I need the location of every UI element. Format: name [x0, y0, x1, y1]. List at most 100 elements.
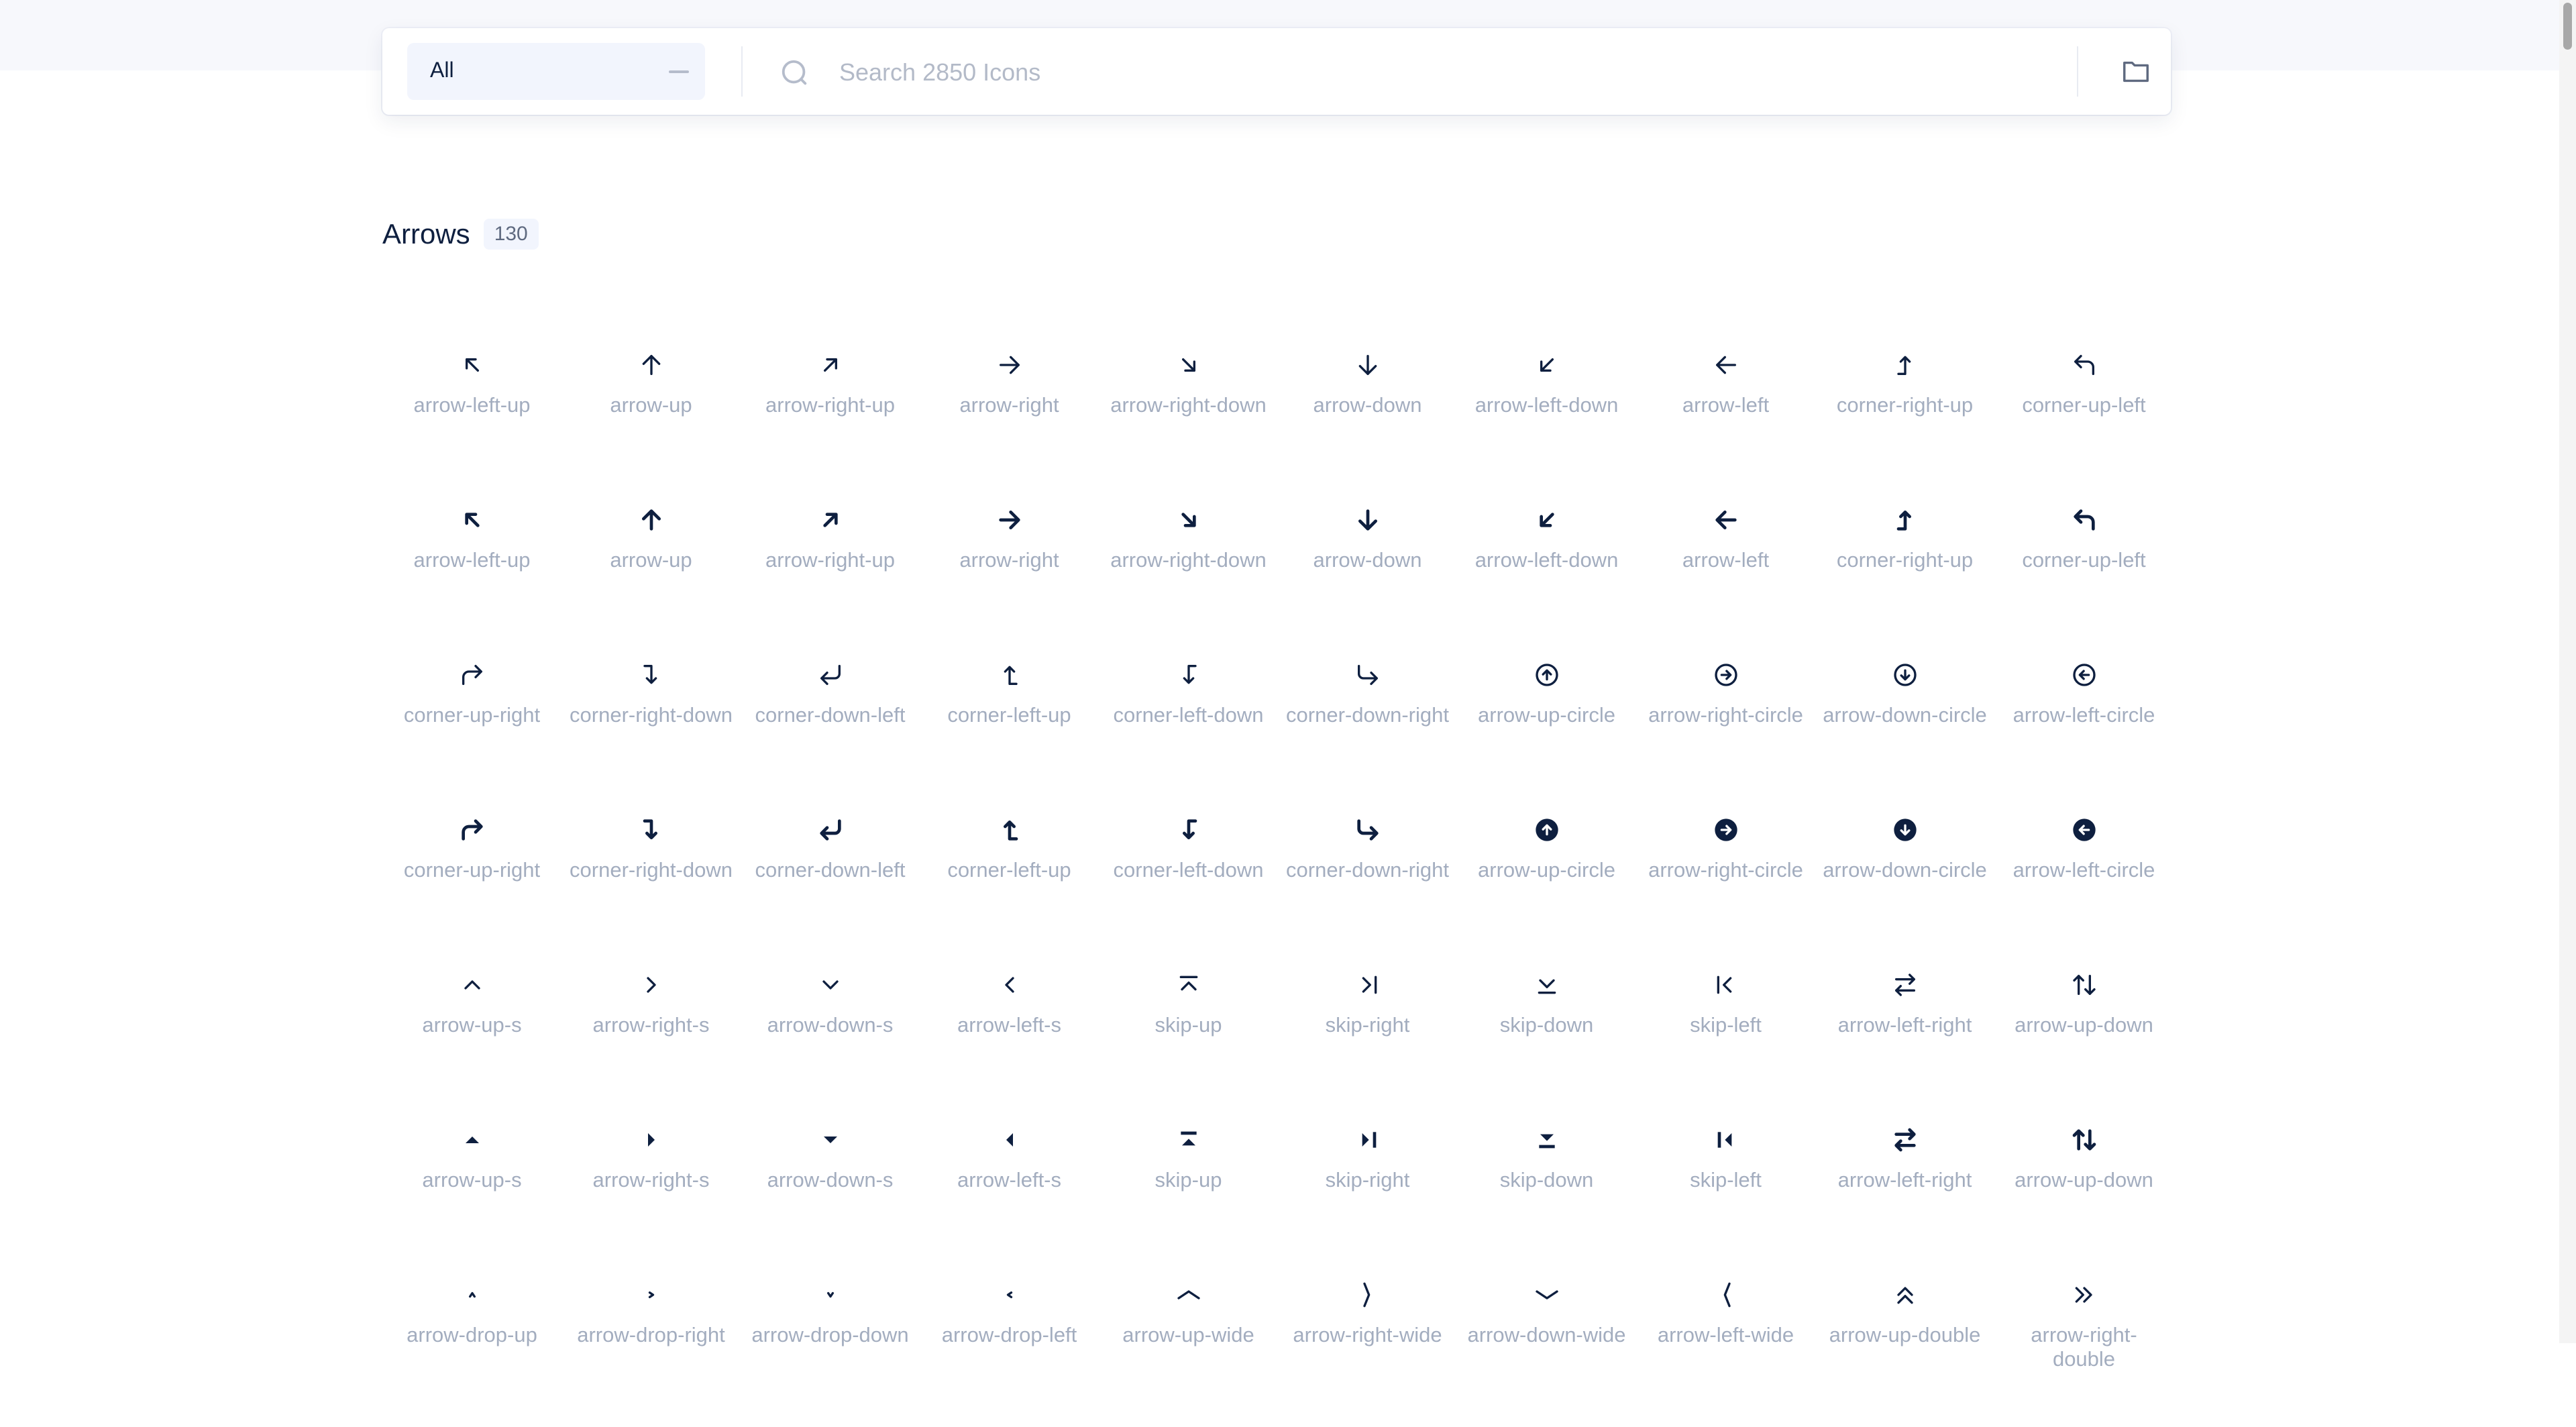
- icon-tile[interactable]: arrow-left-wide: [1636, 1272, 1815, 1427]
- icon-label: skip-down: [1499, 1168, 1594, 1192]
- icon-tile[interactable]: skip-up: [1099, 1117, 1278, 1272]
- icon-tile[interactable]: arrow-right-wide: [1278, 1272, 1457, 1427]
- icon-tile[interactable]: corner-down-left: [741, 807, 920, 962]
- icon-label: corner-right-down: [570, 858, 733, 882]
- icon-tile[interactable]: corner-up-left: [1994, 342, 2174, 497]
- icon-tile[interactable]: corner-down-right: [1278, 807, 1457, 962]
- icon-tile[interactable]: corner-right-up: [1815, 342, 1994, 497]
- icon-tile[interactable]: arrow-right-s: [561, 962, 741, 1117]
- icon-tile[interactable]: arrow-right: [920, 497, 1099, 652]
- icon-tile[interactable]: corner-down-right: [1278, 652, 1457, 807]
- icon-tile[interactable]: arrow-right-up: [741, 342, 920, 497]
- icon-tile[interactable]: arrow-up: [561, 342, 741, 497]
- icon-label: skip-right: [1325, 1013, 1410, 1037]
- icon-tile[interactable]: arrow-right-up: [741, 497, 920, 652]
- icon-tile[interactable]: arrow-left-up: [382, 342, 561, 497]
- icon-tile[interactable]: arrow-up: [561, 497, 741, 652]
- icon-label: corner-right-up: [1836, 548, 1974, 572]
- folder-icon[interactable]: [2120, 56, 2152, 87]
- icon-tile[interactable]: arrow-drop-right: [561, 1272, 741, 1427]
- icon-tile[interactable]: skip-right: [1278, 962, 1457, 1117]
- icon-tile[interactable]: arrow-right-circle: [1636, 652, 1815, 807]
- icon-tile[interactable]: arrow-left-down: [1457, 342, 1636, 497]
- divider: [741, 46, 743, 97]
- icon-tile[interactable]: arrow-up-down: [1994, 962, 2174, 1117]
- icon-tile[interactable]: arrow-right: [920, 342, 1099, 497]
- icon-tile[interactable]: arrow-down-circle: [1815, 652, 1994, 807]
- icon-tile[interactable]: arrow-up-circle: [1457, 807, 1636, 962]
- icon-tile[interactable]: corner-right-down: [561, 652, 741, 807]
- icon-tile[interactable]: arrow-left-circle: [1994, 807, 2174, 962]
- arrow-left-wide-icon: [1723, 1282, 1731, 1308]
- arrow-down-circle-icon: [1893, 664, 1917, 686]
- icon-tile[interactable]: arrow-left-down: [1457, 497, 1636, 652]
- icon-tile[interactable]: skip-right: [1278, 1117, 1457, 1272]
- icon-label: corner-down-right: [1286, 858, 1449, 882]
- icon-tile[interactable]: corner-down-left: [741, 652, 920, 807]
- icon-tile[interactable]: corner-up-left: [1994, 497, 2174, 652]
- arrow-right-double-icon: [2075, 1287, 2092, 1303]
- search-input[interactable]: [838, 48, 2048, 97]
- icon-tile[interactable]: corner-left-up: [920, 652, 1099, 807]
- icon-tile[interactable]: arrow-left: [1636, 497, 1815, 652]
- icon-tile[interactable]: arrow-drop-left: [920, 1272, 1099, 1427]
- icon-tile[interactable]: corner-up-right: [382, 807, 561, 962]
- icon-tile[interactable]: skip-down: [1457, 962, 1636, 1117]
- skip-down-fill-icon: [1538, 1134, 1555, 1149]
- category-select[interactable]: All: [407, 43, 705, 100]
- icon-tile[interactable]: corner-left-up: [920, 807, 1099, 962]
- icon-tile[interactable]: arrow-left-right: [1815, 1117, 1994, 1272]
- arrow-drop-down-icon: [826, 1291, 834, 1298]
- icon-label: arrow-left-up: [413, 393, 531, 417]
- icon-tile[interactable]: arrow-drop-down: [741, 1272, 920, 1427]
- icon-tile[interactable]: arrow-down-s: [741, 1117, 920, 1272]
- icon-tile[interactable]: arrow-left-right: [1815, 962, 1994, 1117]
- icon-tile[interactable]: corner-left-down: [1099, 652, 1278, 807]
- icon-tile[interactable]: arrow-left-s: [920, 1117, 1099, 1272]
- arrow-up-s-fill-icon: [465, 1137, 479, 1143]
- icon-label: arrow-drop-right: [577, 1323, 725, 1346]
- section-count-badge: 130: [483, 219, 539, 250]
- icon-tile[interactable]: arrow-left-s: [920, 962, 1099, 1117]
- icon-label: arrow-right-circle: [1648, 858, 1803, 882]
- icon-tile[interactable]: skip-left: [1636, 1117, 1815, 1272]
- icon-tile[interactable]: arrow-right-down: [1099, 342, 1278, 497]
- icon-tile[interactable]: arrow-left-circle: [1994, 652, 2174, 807]
- icon-label: skip-left: [1690, 1168, 1762, 1192]
- arrow-right-up-fill-icon: [822, 513, 838, 527]
- icon-tile[interactable]: corner-up-right: [382, 652, 561, 807]
- icon-tile[interactable]: skip-up: [1099, 962, 1278, 1117]
- icon-tile[interactable]: arrow-up-s: [382, 1117, 561, 1272]
- icon-tile[interactable]: arrow-up-double: [1815, 1272, 1994, 1427]
- icon-tile[interactable]: arrow-down-circle: [1815, 807, 1994, 962]
- icon-tile[interactable]: arrow-up-s: [382, 962, 561, 1117]
- icon-tile[interactable]: arrow-right-down: [1099, 497, 1278, 652]
- icon-tile[interactable]: arrow-right-double: [1994, 1272, 2174, 1427]
- icon-tile[interactable]: skip-down: [1457, 1117, 1636, 1272]
- arrow-right-down-icon: [1181, 358, 1195, 372]
- icon-label: arrow-right-up: [765, 548, 895, 572]
- icon-tile[interactable]: corner-left-down: [1099, 807, 1278, 962]
- scrollbar-thumb[interactable]: [2563, 3, 2572, 50]
- icon-tile[interactable]: arrow-up-circle: [1457, 652, 1636, 807]
- icon-tile[interactable]: arrow-up-down: [1994, 1117, 2174, 1272]
- arrow-left-right-fill-icon: [1894, 1128, 1916, 1152]
- icon-tile[interactable]: corner-right-up: [1815, 497, 1994, 652]
- scrollbar[interactable]: [2559, 0, 2576, 1343]
- icon-tile[interactable]: corner-right-down: [561, 807, 741, 962]
- arrow-drop-right-icon: [648, 1291, 654, 1298]
- icon-tile[interactable]: arrow-left: [1636, 342, 1815, 497]
- corner-up-right-icon: [462, 665, 482, 685]
- icon-tile[interactable]: arrow-down: [1278, 497, 1457, 652]
- icon-tile[interactable]: arrow-left-up: [382, 497, 561, 652]
- icon-tile[interactable]: arrow-down-s: [741, 962, 920, 1117]
- icon-tile[interactable]: arrow-down-wide: [1457, 1272, 1636, 1427]
- icon-tile[interactable]: arrow-right-circle: [1636, 807, 1815, 962]
- icon-tile[interactable]: skip-left: [1636, 962, 1815, 1117]
- icon-label: arrow-up-down: [2015, 1168, 2153, 1192]
- icon-tile[interactable]: arrow-up-wide: [1099, 1272, 1278, 1427]
- icon-tile[interactable]: arrow-drop-up: [382, 1272, 561, 1427]
- icon-tile[interactable]: arrow-down: [1278, 342, 1457, 497]
- arrow-right-up-icon: [823, 358, 837, 372]
- icon-tile[interactable]: arrow-right-s: [561, 1117, 741, 1272]
